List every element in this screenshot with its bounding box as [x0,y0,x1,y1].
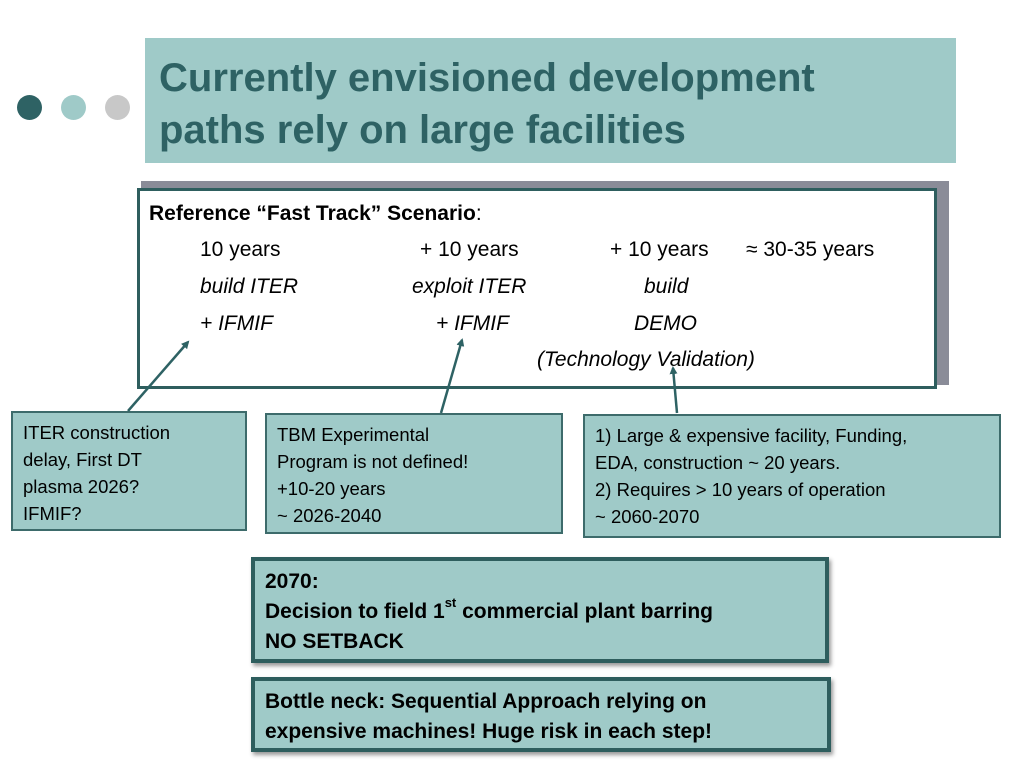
note-iter-line-3: plasma 2026? [23,476,140,497]
note-iter-construction: ITER construction delay, First DT plasma… [11,411,247,531]
scenario-heading-colon: : [475,202,482,225]
bottleneck-line-2: expensive machines! Huge risk in each st… [265,720,713,743]
note-demo-line-1: 1) Large & expensive facility, Funding, [595,425,908,446]
duration-total: ≈ 30-35 years [746,238,875,261]
action-exploit-iter: exploit ITER [412,275,527,298]
scenario-heading: Reference “Fast Track” Scenario: [149,202,482,226]
duration-1: 10 years [200,238,281,261]
facility-ifmif-1: + IFMIF [200,312,273,335]
note-demo-line-2: EDA, construction ~ 20 years. [595,452,841,473]
arrow-to-technology-validation [669,366,679,414]
note-tbm-line-1: TBM Experimental [277,424,430,445]
note-demo-facility: 1) Large & expensive facility, Funding, … [583,414,1001,538]
gray-dot-icon [105,95,130,120]
note-demo-line-4: ~ 2060-2070 [595,506,700,527]
note-tbm-line-4: ~ 2026-2040 [277,505,382,526]
decision-superscript: st [444,595,457,610]
slide-title-line-2: paths rely on large facilities [159,108,686,152]
slide-title: Currently envisioned development paths r… [159,52,815,156]
note-iter-line-1: ITER construction [23,422,171,443]
bottleneck-line-1: Bottle neck: Sequential Approach relying… [265,690,707,713]
duration-3: + 10 years [610,238,709,261]
action-build: build [644,275,689,298]
decision-text-after: commercial plant barring [456,600,714,623]
light-teal-dot-icon [61,95,86,120]
note-tbm-program: TBM Experimental Program is not defined!… [265,413,563,534]
slide-title-line-1: Currently envisioned development [159,56,815,100]
slide-title-box: Currently envisioned development paths r… [145,38,956,163]
arrow-to-first-ifmif [127,340,190,412]
decision-text-before: Decision to field 1 [265,600,445,623]
scenario-box: Reference “Fast Track” Scenario: 10 year… [137,188,937,389]
note-tbm-line-2: Program is not defined! [277,451,469,472]
dark-teal-dot-icon [17,95,42,120]
scenario-heading-text: Reference “Fast Track” Scenario [149,202,476,225]
note-tbm-line-3: +10-20 years [277,478,386,499]
note-iter-line-2: delay, First DT [23,449,142,470]
decision-2070-box: 2070: Decision to field 1st commercial p… [251,557,829,663]
note-demo-line-3: 2) Requires > 10 years of operation [595,479,886,500]
action-build-iter: build ITER [200,275,299,298]
facility-demo: DEMO [634,312,697,335]
note-iter-line-4: IFMIF? [23,503,82,524]
decision-year: 2070: [265,570,319,593]
arrow-to-second-ifmif [439,338,465,414]
decision-line-3: NO SETBACK [265,630,404,653]
technology-validation: (Technology Validation) [537,348,755,371]
bottleneck-box: Bottle neck: Sequential Approach relying… [251,677,831,752]
duration-2: + 10 years [420,238,519,261]
facility-ifmif-2: + IFMIF [436,312,509,335]
